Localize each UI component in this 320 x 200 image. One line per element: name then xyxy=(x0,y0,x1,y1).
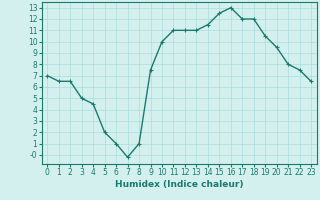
X-axis label: Humidex (Indice chaleur): Humidex (Indice chaleur) xyxy=(115,180,244,189)
